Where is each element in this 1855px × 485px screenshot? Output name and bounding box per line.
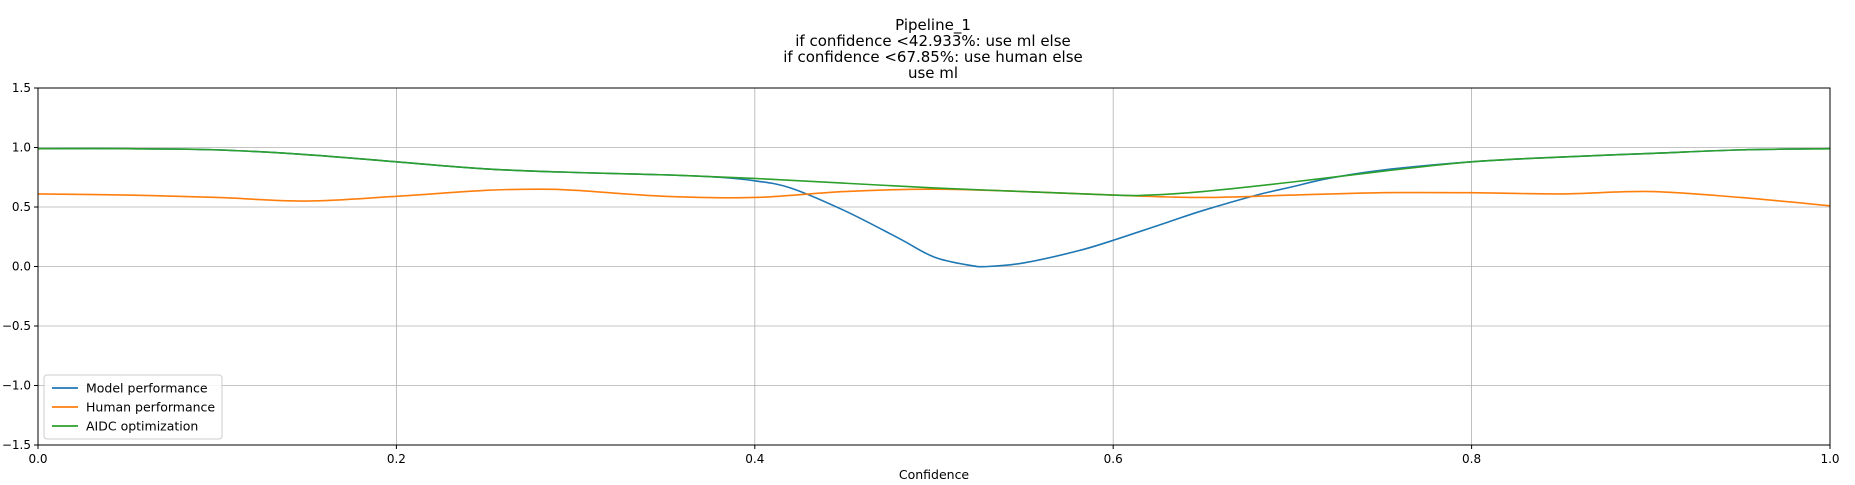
x-axis-ticks: 0.0 0.2 0.4 0.6 0.8 1.0 xyxy=(28,445,1840,466)
series-line-model-performance xyxy=(37,147,1831,268)
series-line-aidc-optimization xyxy=(37,147,1831,197)
x-axis-label: Confidence xyxy=(899,467,970,482)
y-tick-label: −0.5 xyxy=(2,319,31,333)
x-tick-label: 0.2 xyxy=(387,452,406,466)
title-line: use ml xyxy=(908,64,958,82)
x-tick-label: 0.0 xyxy=(28,452,47,466)
x-tick-label: 0.6 xyxy=(1104,452,1123,466)
y-tick-label: 0.0 xyxy=(12,260,31,274)
y-tick-label: 1.0 xyxy=(12,141,31,155)
x-tick-label: 0.4 xyxy=(745,452,764,466)
legend: Model performance Human performance AIDC o… xyxy=(43,374,223,440)
x-tick-label: 0.8 xyxy=(1462,452,1481,466)
y-tick-label: −1.5 xyxy=(2,438,31,452)
y-axis-ticks: −1.5 −1.0 −0.5 0.0 0.5 1.0 1.5 xyxy=(2,81,38,452)
legend-label: Human performance xyxy=(86,400,215,415)
legend-label: Model performance xyxy=(86,381,208,396)
title-line: if confidence <42.933%: use ml else xyxy=(795,32,1071,50)
chart-title: Pipeline_1if confidence <42.933%: use ml… xyxy=(783,16,1083,82)
y-tick-label: 1.5 xyxy=(12,81,31,95)
x-tick-label: 1.0 xyxy=(1820,452,1839,466)
series-line-human-performance xyxy=(37,188,1831,207)
title-line: if confidence <67.85%: use human else xyxy=(783,48,1083,66)
legend-box xyxy=(43,374,223,440)
title-line: Pipeline_1 xyxy=(895,16,971,35)
series-lines xyxy=(37,147,1831,268)
y-tick-label: −1.0 xyxy=(2,379,31,393)
y-tick-label: 0.5 xyxy=(12,200,31,214)
legend-label: AIDC optimization xyxy=(86,419,198,434)
grid-lines xyxy=(37,87,1831,446)
